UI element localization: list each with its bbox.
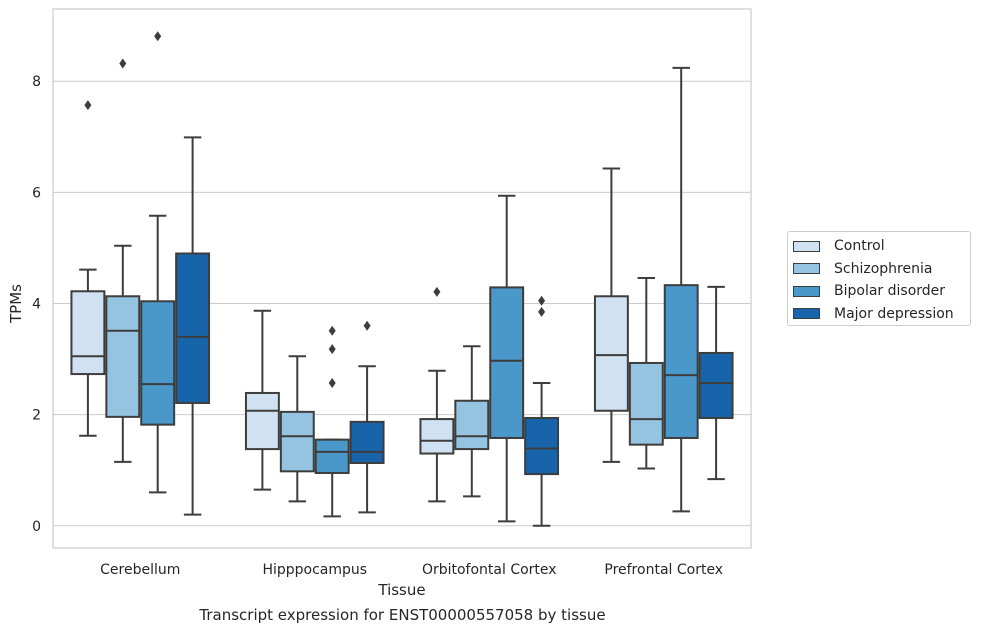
x-tick-label-hipppocampus: Hipppocampus [262, 562, 367, 578]
box-bipolar-disorder-prefrontal-cortex [663, 284, 699, 439]
legend-item-major-depression: Major depression [793, 303, 970, 326]
legend-swatch-bipolar-disorder [793, 285, 820, 297]
y-tick-label: 2 [32, 408, 41, 424]
box-bipolar-disorder-orbitofontal-cortex [489, 286, 525, 439]
box-control-hipppocampus [244, 391, 280, 451]
y-tick-label: 4 [32, 297, 41, 313]
legend-label-bipolar-disorder: Bipolar disorder [834, 283, 946, 300]
box-schizophrenia-cerebellum-outlier-0 [119, 58, 127, 69]
legend-swatch-major-depression [793, 308, 820, 320]
box-schizophrenia-prefrontal-cortex [628, 361, 664, 446]
box-bipolar-disorder-hipppocampus-outlier-1 [328, 344, 336, 355]
box-schizophrenia-orbitofontal-cortex [454, 399, 490, 451]
chart-legend: Control Schizophrenia Bipolar disorder M… [787, 231, 971, 326]
x-tick-label-prefrontal-cortex: Prefrontal Cortex [604, 562, 723, 578]
y-axis-title: TPMs [7, 284, 25, 324]
x-axis-title: Tissue [377, 581, 425, 599]
y-tick-label: 0 [32, 519, 41, 535]
plot-frame [52, 8, 752, 549]
box-bipolar-disorder-cerebellum [140, 300, 176, 426]
x-tick-label-cerebellum: Cerebellum [100, 562, 180, 578]
legend-swatch-control [793, 240, 820, 252]
legend-swatch-schizophrenia [793, 263, 820, 275]
box-control-cerebellum-outlier-0 [84, 100, 92, 111]
box-major-depression-cerebellum [175, 252, 211, 404]
box-schizophrenia-cerebellum [105, 295, 141, 418]
box-control-orbitofontal-cortex-outlier-0 [433, 286, 441, 297]
box-control-orbitofontal-cortex [419, 418, 455, 455]
box-bipolar-disorder-cerebellum-outlier-0 [154, 31, 162, 42]
box-bipolar-disorder-hipppocampus-outlier-0 [328, 377, 336, 388]
y-tick-label: 6 [32, 185, 41, 201]
box-major-depression-prefrontal-cortex [698, 351, 734, 419]
box-bipolar-disorder-hipppocampus [314, 438, 350, 474]
box-schizophrenia-hipppocampus [279, 410, 315, 473]
y-tick-label: 8 [32, 74, 41, 90]
legend-label-schizophrenia: Schizophrenia [834, 260, 933, 277]
x-tick-label-orbitofontal-cortex: Orbitofontal Cortex [422, 562, 557, 578]
box-major-depression-hipppocampus [349, 420, 385, 464]
box-control-cerebellum [70, 290, 106, 376]
legend-item-bipolar-disorder: Bipolar disorder [793, 280, 970, 303]
legend-item-schizophrenia: Schizophrenia [793, 258, 970, 281]
box-major-depression-orbitofontal-cortex [524, 416, 560, 476]
chart-caption: Transcript expression for ENST0000055705… [199, 606, 606, 624]
box-bipolar-disorder-hipppocampus-outlier-2 [328, 325, 336, 336]
box-major-depression-hipppocampus-outlier-0 [363, 320, 371, 331]
legend-item-control: Control [793, 235, 970, 258]
legend-label-control: Control [834, 238, 885, 255]
box-control-prefrontal-cortex [593, 295, 629, 412]
box-major-depression-orbitofontal-cortex-outlier-0 [538, 306, 546, 317]
legend-label-major-depression: Major depression [834, 305, 954, 322]
box-major-depression-orbitofontal-cortex-outlier-1 [538, 295, 546, 306]
